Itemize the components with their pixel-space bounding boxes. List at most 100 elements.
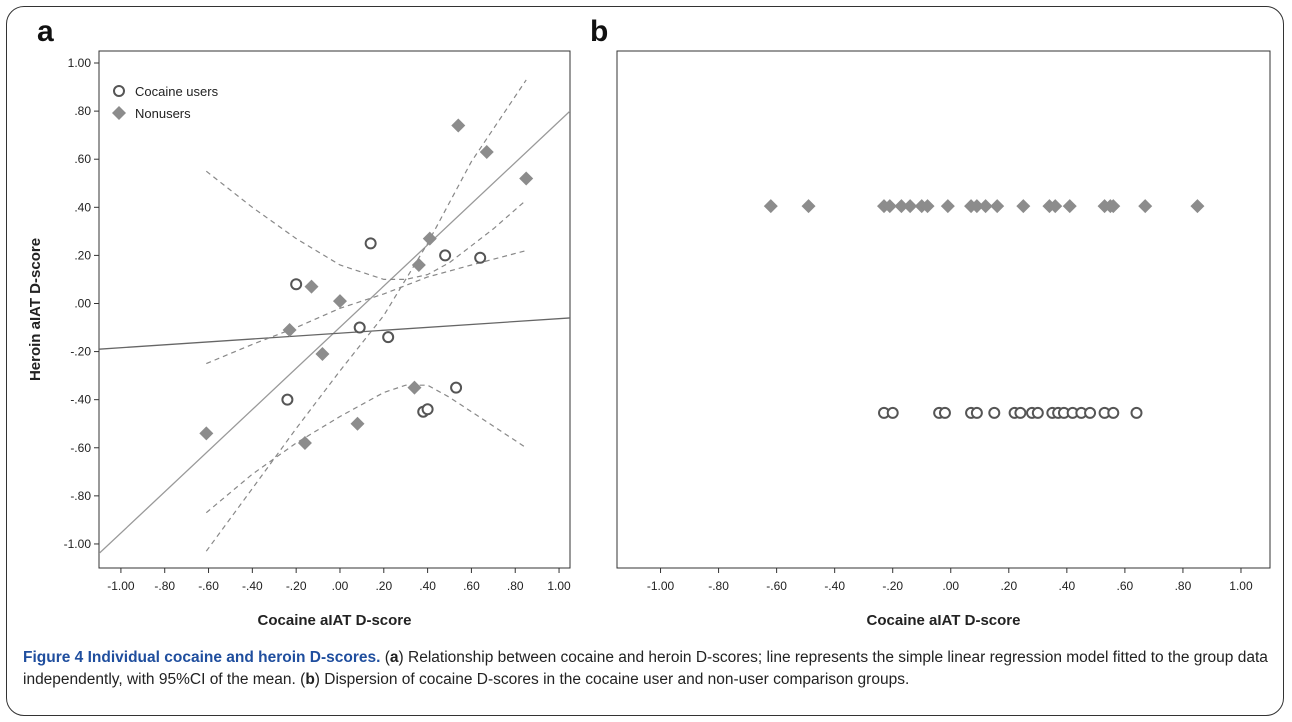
nonuser-point — [801, 199, 816, 214]
panel-a-y-tick-label: -.20 — [70, 345, 91, 359]
cocaine-user-point — [938, 406, 951, 419]
panel-b-x-tick-label: .20 — [1000, 579, 1017, 593]
nonuser-point — [297, 435, 312, 450]
cocaine-user-point — [353, 321, 366, 334]
nonuser-point — [894, 199, 909, 214]
ci-curve — [205, 384, 527, 514]
caption-part: ( — [380, 649, 390, 666]
panel-b-x-axis-label: Cocaine aIAT D-score — [867, 612, 1021, 629]
caption-part: ) Relationship between cocaine and heroi… — [23, 649, 1268, 688]
nonuser-point — [1016, 199, 1031, 214]
panel-b-x-tick-label: .00 — [942, 579, 959, 593]
nonuser-point — [940, 199, 955, 214]
panel-a-fit-group — [99, 79, 570, 555]
panel-a-x-tick-label: .80 — [507, 579, 524, 593]
panel-a-y-tick-label: -.40 — [70, 393, 91, 407]
panel-a-y-tick-label: .00 — [74, 296, 91, 310]
caption-text: (a) Relationship between cocaine and her… — [23, 649, 1268, 688]
nonuser-point — [451, 118, 466, 133]
regression-line — [99, 110, 570, 555]
nonuser-point — [199, 426, 214, 441]
panel-a-y-tick-label: -.60 — [70, 441, 91, 455]
cocaine-user-point — [290, 278, 303, 291]
nonuser-point — [332, 294, 347, 309]
panel-a-y-tick-label: .40 — [74, 200, 91, 214]
panel-b-plot-area — [616, 50, 1271, 569]
ci-curve — [205, 79, 527, 552]
panel-a-y-axis-label: Heroin aIAT D-score — [27, 238, 44, 381]
legend-label: Nonusers — [135, 106, 191, 121]
nonuser-point — [1048, 199, 1063, 214]
panel-a-x-tick-label: .40 — [419, 579, 436, 593]
cocaine-user-point — [1107, 406, 1120, 419]
ci-curve — [206, 250, 527, 365]
nonuser-point — [315, 346, 330, 361]
panel-b-x-tick-label: -.80 — [708, 579, 729, 593]
cocaine-user-point — [1084, 406, 1097, 419]
figure-frame: -1.00 -.80 -.60 -.40 -.20 .00 .20 .40 .60 .80 1.00… — [6, 6, 1284, 716]
panel-a-x-tick-label: 1.00 — [547, 579, 571, 593]
panel-a-x-tick-label: -.60 — [198, 579, 219, 593]
panel-a-y-tick-label: -.80 — [70, 489, 91, 503]
panel-b-x-tick-label: -1.00 — [647, 579, 675, 593]
panel-b-x-tick-label: .40 — [1059, 579, 1076, 593]
panel-a-label: a — [37, 15, 54, 48]
panel-a-x-tick-label: .20 — [375, 579, 392, 593]
cocaine-user-point — [1031, 406, 1044, 419]
cocaine-user-point — [970, 406, 983, 419]
panel-a-y-tick-label: -1.00 — [64, 537, 92, 551]
cocaine-user-point — [382, 331, 395, 344]
caption-part: ) Dispersion of cocaine D-scores in the … — [314, 671, 910, 688]
nonuser-point — [1190, 199, 1205, 214]
panel-b-x-tick-label: .60 — [1117, 579, 1134, 593]
nonuser-point — [407, 380, 422, 395]
panel-a-x-tick-label: -.80 — [154, 579, 175, 593]
nonuser-point — [1138, 199, 1153, 214]
panel-a-x-tick-label: .00 — [332, 579, 349, 593]
nonuser-point — [882, 199, 897, 214]
cocaine-user-point — [421, 403, 434, 416]
cocaine-user-point — [1014, 406, 1027, 419]
nonuser-point — [422, 231, 437, 246]
cocaine-user-point — [281, 393, 294, 406]
panel-a-x-tick-label: .60 — [463, 579, 480, 593]
cocaine-user-point — [439, 249, 452, 262]
nonuser-point — [1106, 199, 1121, 214]
nonuser-point — [282, 322, 297, 337]
figure-caption: Figure 4 Individual cocaine and heroin D… — [23, 647, 1273, 691]
panel-b-x-tick-label: -.20 — [882, 579, 903, 593]
ci-curve — [205, 170, 527, 280]
nonuser-point — [411, 258, 426, 273]
cocaine-user-point — [450, 381, 463, 394]
panel-a-y-tick-label: .80 — [74, 104, 91, 118]
figure-plots: -1.00 -.80 -.60 -.40 -.20 .00 .20 .40 .60 .80 1.00… — [27, 50, 1271, 629]
nonuser-point — [350, 416, 365, 431]
nonuser-point — [304, 279, 319, 294]
caption-part: a — [389, 649, 399, 666]
caption-part: b — [305, 671, 315, 688]
panel-b-x-tick-label: 1.00 — [1229, 579, 1253, 593]
panel-a-plot-area — [98, 50, 571, 569]
legend-label: Cocaine users — [135, 84, 219, 99]
nonuser-point — [1062, 199, 1077, 214]
cocaine-user-point — [988, 406, 1001, 419]
nonuser-point — [969, 199, 984, 214]
panel-a-y-tick-label: 1.00 — [68, 56, 92, 70]
nonuser-point — [990, 199, 1005, 214]
cocaine-user-point — [364, 237, 377, 250]
panel-b-x-tick-label: -.60 — [766, 579, 787, 593]
regression-line — [99, 317, 570, 350]
cocaine-user-point — [886, 406, 899, 419]
legend-marker — [113, 85, 125, 97]
nonuser-point — [479, 144, 494, 159]
panel-a-x-tick-label: -.40 — [242, 579, 263, 593]
panel-a-x-tick-label: -.20 — [286, 579, 307, 593]
nonuser-point — [903, 199, 918, 214]
nonuser-point — [763, 199, 778, 214]
nonuser-point — [978, 199, 993, 214]
nonuser-point — [519, 171, 534, 186]
cocaine-user-point — [1130, 406, 1143, 419]
panel-a-x-tick-label: -1.00 — [107, 579, 135, 593]
cocaine-user-point — [474, 251, 487, 264]
panel-b-x-tick-label: .80 — [1175, 579, 1192, 593]
